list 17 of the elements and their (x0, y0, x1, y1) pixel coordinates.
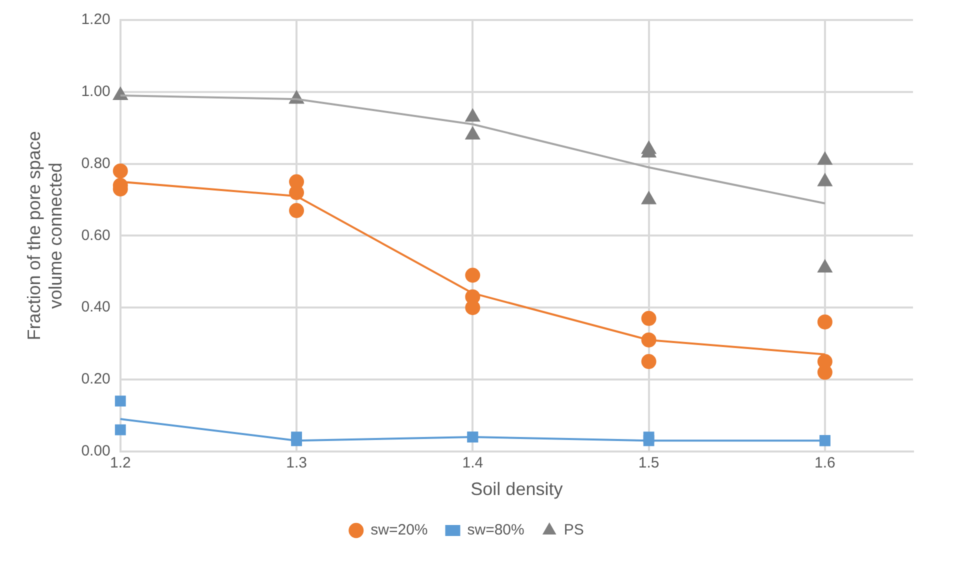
legend-label: PS (564, 522, 584, 539)
x-tick-label: 1.6 (814, 454, 836, 472)
x-tick-label: 1.2 (110, 454, 131, 472)
y-axis-title: Fraction of the pore space volume connected (24, 131, 66, 340)
x-tick-label: 1.3 (286, 454, 307, 472)
x-tick-label: 1.5 (638, 454, 660, 472)
y-tick-label: 1.20 (81, 11, 110, 28)
y-tick-label: 1.00 (81, 83, 110, 100)
x-axis-title: Soil density (470, 479, 563, 500)
y-tick-label: 0.60 (81, 226, 110, 244)
y-tick-label: 0.20 (81, 370, 110, 388)
x-tick-label: 1.4 (462, 454, 484, 472)
y-tick-label: 0.00 (81, 442, 110, 460)
y-tick-label: 0.40 (81, 298, 110, 316)
legend-label: sw=20% (370, 522, 428, 539)
legend-label: sw=80% (467, 522, 524, 539)
y-tick-label: 0.80 (81, 154, 110, 172)
